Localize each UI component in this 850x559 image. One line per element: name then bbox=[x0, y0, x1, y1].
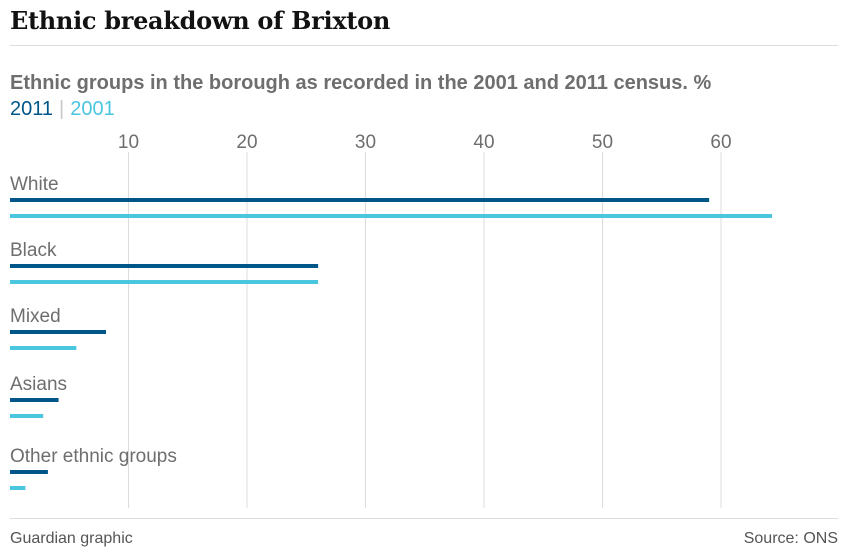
chart-title: Ethnic breakdown of Brixton bbox=[10, 6, 390, 35]
x-tick-label: 50 bbox=[592, 132, 613, 153]
bar-2001-mixed bbox=[10, 346, 77, 350]
chart-subtitle: Ethnic groups in the borough as recorded… bbox=[10, 72, 712, 94]
legend-2001: 2001 bbox=[70, 98, 115, 120]
x-tick-label: 20 bbox=[236, 132, 257, 153]
footer-source: Source: ONS bbox=[743, 530, 838, 547]
category-label: White bbox=[10, 174, 59, 195]
bar-2011-black bbox=[10, 264, 319, 268]
x-tick-label: 40 bbox=[473, 132, 494, 153]
bar-2011-white bbox=[10, 198, 710, 202]
category-label: Asians bbox=[10, 374, 67, 395]
x-tick-label: 30 bbox=[355, 132, 376, 153]
category-label: Black bbox=[10, 240, 57, 261]
legend-separator: | bbox=[59, 98, 65, 120]
footer-credit: Guardian graphic bbox=[10, 530, 133, 547]
x-tick-label: 60 bbox=[710, 132, 731, 153]
legend: 2011 | 2001 bbox=[10, 98, 115, 121]
category-label: Mixed bbox=[10, 306, 61, 327]
bar-2001-black bbox=[10, 280, 319, 284]
bar-2011-mixed bbox=[10, 330, 106, 334]
title-divider bbox=[10, 45, 838, 46]
category-label: Other ethnic groups bbox=[10, 446, 177, 467]
x-tick-label: 10 bbox=[118, 132, 139, 153]
legend-2011: 2011 bbox=[10, 98, 54, 120]
bar-2001-asians bbox=[10, 414, 44, 418]
bar-2001-other-ethnic-groups bbox=[10, 486, 26, 490]
bar-2001-white bbox=[10, 214, 772, 218]
bar-2011-other-ethnic-groups bbox=[10, 470, 48, 474]
bar-2011-asians bbox=[10, 398, 59, 402]
footer-divider bbox=[10, 518, 838, 519]
bar-chart: 10 20 30 40 50 60 White Black Mixed Asians Other e… bbox=[10, 132, 772, 508]
